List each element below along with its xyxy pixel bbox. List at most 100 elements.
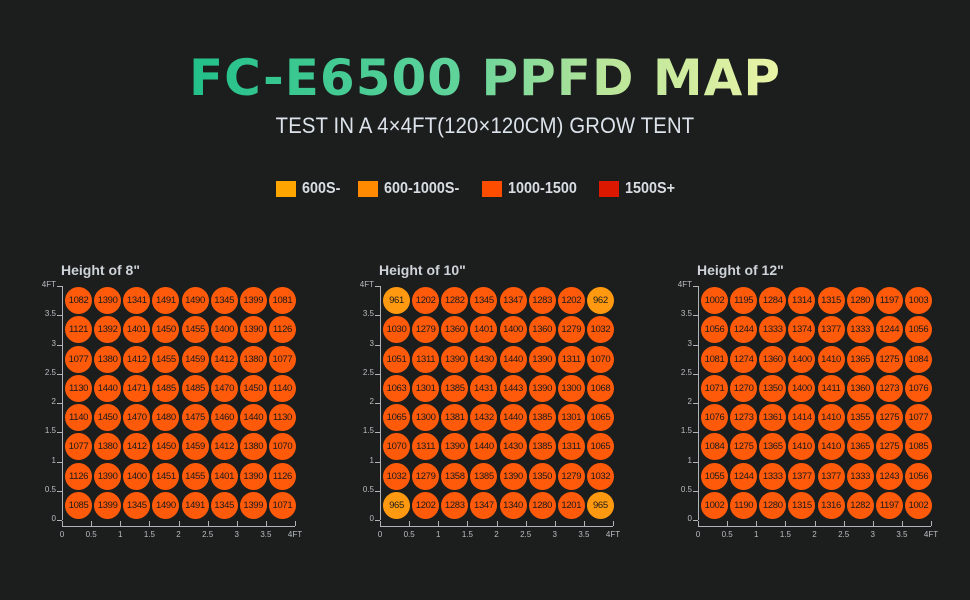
y-tick-label: 1.5: [44, 426, 56, 436]
ppfd-value-dot: 1140: [65, 404, 93, 432]
ppfd-value-dot: 1274: [730, 345, 758, 373]
ppfd-value-dot: 1071: [268, 491, 296, 519]
y-tick: [693, 432, 698, 434]
y-tick: [693, 490, 698, 492]
legend-item: 1500S+: [598, 180, 681, 198]
ppfd-value-dot: 1358: [441, 462, 469, 490]
ppfd-value-dot: 1440: [499, 404, 527, 432]
x-tick-label: 2: [812, 530, 817, 539]
ppfd-value-dot: 1377: [788, 462, 816, 490]
ppfd-value-dot: 1400: [210, 316, 238, 344]
y-tick-label: 0.5: [680, 484, 692, 494]
ppfd-value-dot: 1279: [412, 462, 440, 490]
ppfd-value-dot: 1130: [268, 404, 296, 432]
ppfd-value-dot: 1273: [730, 404, 758, 432]
ppfd-value-dot: 1279: [557, 316, 585, 344]
legend-label: 600S-: [301, 180, 341, 197]
ppfd-value-dot: 1063: [383, 374, 411, 402]
ppfd-value-dot: 1085: [65, 491, 93, 519]
ppfd-value-dot: 1431: [470, 374, 498, 402]
y-tick: [693, 373, 698, 375]
ppfd-value-dot: 1002: [701, 491, 729, 519]
ppfd-value-dot: 1301: [412, 374, 440, 402]
ppfd-value-dot: 1003: [904, 287, 932, 315]
x-tick-label: 4FT: [923, 530, 939, 539]
ppfd-value-dot: 1311: [412, 345, 440, 373]
ppfd-value-dot: 1275: [875, 345, 903, 373]
x-tick: [120, 521, 122, 526]
y-tick: [693, 286, 698, 287]
x-tick-label: 0: [377, 530, 383, 539]
ppfd-value-dot: 1270: [730, 374, 758, 402]
y-tick: [693, 520, 698, 521]
ppfd-chart-10in: Height of 10" 0 0.5 1 1.5 2 2.5 3 3.5 4FT 0 0.5 1 1.…: [358, 262, 658, 552]
x-tick: [236, 521, 238, 526]
y-tick-label: 1: [51, 455, 56, 465]
ppfd-value-dot: 1459: [181, 433, 209, 461]
ppfd-value-dot: 1455: [152, 345, 180, 373]
ppfd-value-dot: 1401: [123, 316, 151, 344]
x-tick: [525, 521, 527, 526]
y-tick-label: 0: [687, 514, 692, 523]
ppfd-value-dot: 1365: [846, 433, 874, 461]
ppfd-value-dot: 1345: [210, 491, 238, 519]
ppfd-value-dot: 1340: [499, 491, 527, 519]
ppfd-value-dot: 1440: [94, 374, 122, 402]
ppfd-value-dot: 1360: [759, 345, 787, 373]
ppfd-value-dot: 1333: [759, 462, 787, 490]
ppfd-value-dot: 1471: [123, 374, 151, 402]
x-tick: [583, 521, 585, 526]
y-tick-label: 1.5: [362, 426, 374, 436]
ppfd-value-dot: 965: [383, 491, 411, 519]
x-tick-label: 4FT: [287, 530, 303, 539]
ppfd-value-dot: 1455: [181, 462, 209, 490]
legend-label: 1000-1500: [508, 180, 577, 197]
ppfd-value-dot: 1412: [210, 345, 238, 373]
x-tick: [785, 521, 787, 526]
y-tick-label: 2.5: [680, 367, 692, 377]
ppfd-value-dot: 1412: [123, 433, 151, 461]
ppfd-value-dot: 962: [586, 287, 614, 315]
ppfd-value-dot: 1300: [557, 374, 585, 402]
ppfd-value-dot: 1399: [239, 287, 267, 315]
ppfd-value-dot: 1400: [499, 316, 527, 344]
x-tick-label: 0: [695, 530, 701, 539]
ppfd-value-dot: 1065: [383, 404, 411, 432]
ppfd-value-dot: 1385: [528, 433, 556, 461]
x-tick-label: 2.5: [838, 530, 850, 539]
y-tick-label: 3.5: [44, 309, 56, 319]
page-title: FC-E6500 PPFD MAP: [189, 49, 781, 107]
y-tick-label: 3.5: [680, 309, 692, 319]
ppfd-value-dot: 1411: [817, 374, 845, 402]
ppfd-value-dot: 1051: [383, 345, 411, 373]
ppfd-value-dot: 1400: [788, 345, 816, 373]
y-tick: [375, 432, 380, 434]
x-tick-label: 3.5: [260, 530, 272, 539]
ppfd-value-dot: 1430: [470, 345, 498, 373]
ppfd-value-dot: 1197: [875, 287, 903, 315]
ppfd-value-dot: 1333: [846, 462, 874, 490]
y-tick: [375, 373, 380, 375]
ppfd-value-dot: 1282: [846, 491, 874, 519]
y-tick-label: 4FT: [677, 280, 692, 289]
chart-title: Height of 8": [61, 262, 140, 278]
y-axis: [380, 286, 381, 520]
ppfd-value-dot: 1400: [788, 374, 816, 402]
y-tick: [57, 403, 62, 404]
ppfd-value-dot: 1300: [412, 404, 440, 432]
x-tick: [295, 521, 296, 526]
x-tick-label: 3.5: [578, 530, 590, 539]
ppfd-value-dot: 1070: [383, 433, 411, 461]
x-tick: [554, 521, 556, 526]
ppfd-value-dot: 1077: [904, 404, 932, 432]
ppfd-value-dot: 1450: [152, 316, 180, 344]
ppfd-value-dot: 1275: [875, 404, 903, 432]
ppfd-value-dot: 1380: [94, 345, 122, 373]
y-tick-label: 1.5: [680, 426, 692, 436]
y-tick: [375, 286, 380, 287]
ppfd-value-dot: 1345: [123, 491, 151, 519]
ppfd-value-dot: 1443: [499, 374, 527, 402]
ppfd-value-dot: 1401: [210, 462, 238, 490]
legend-swatch: [598, 181, 619, 197]
legend-swatch: [482, 181, 503, 197]
